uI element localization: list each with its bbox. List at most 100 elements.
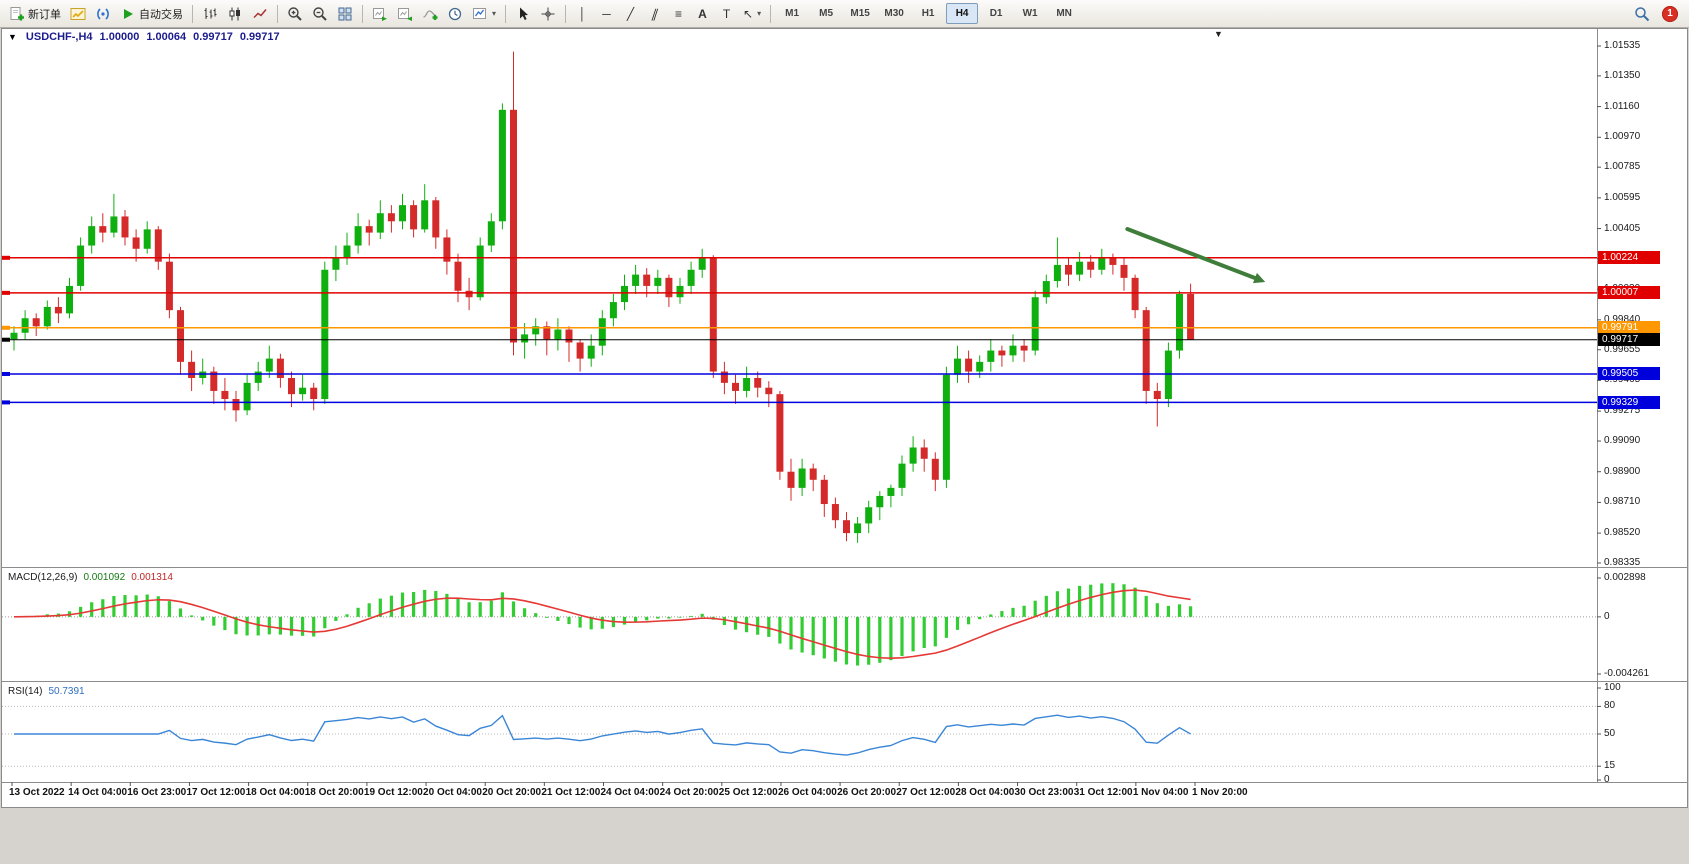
price-axis-label: 0.99655 <box>1604 343 1641 355</box>
price-tag-support-lower[interactable]: 0.99329 <box>1598 395 1660 409</box>
time-axis-label: 25 Oct 12:00 <box>718 787 778 798</box>
timeframe-group: M1 M5 M15 M30 H1 H4 D1 W1 MN <box>776 3 1080 24</box>
time-axis-label: 1 Nov 04:00 <box>1132 787 1189 798</box>
arrows-tool-button[interactable]: ↖ ▾ <box>739 3 765 25</box>
timeframe-w1-button[interactable]: W1 <box>1022 8 1038 19</box>
candle-body <box>621 285 628 303</box>
candle-body <box>1153 390 1161 400</box>
text-tool-button[interactable]: A <box>691 3 714 25</box>
candle-body <box>931 458 939 480</box>
timeframe-mn-button[interactable]: MN <box>1056 8 1072 19</box>
time-axis-label: 21 Oct 12:00 <box>541 787 601 798</box>
notification-badge[interactable]: 1 <box>1662 5 1678 22</box>
chart-button[interactable] <box>66 3 90 25</box>
candle-body <box>776 394 784 472</box>
candle-body <box>909 447 917 464</box>
hline-left-tag <box>2 337 10 342</box>
candle-body <box>698 258 706 270</box>
templates-button[interactable]: ▾ <box>468 3 500 25</box>
indicators-button[interactable] <box>418 3 442 25</box>
search-icon <box>1635 6 1650 21</box>
equidistant-channel-tool-button[interactable]: ∥ <box>643 3 666 25</box>
zoom-in-button[interactable] <box>283 3 307 25</box>
price-tag-resistance-upper[interactable]: 1.00224 <box>1598 251 1660 265</box>
vertical-line-icon: │ <box>578 6 587 21</box>
candle-body <box>709 258 717 372</box>
rsi-axis-label: 15 <box>1604 760 1616 772</box>
candle-body <box>1164 350 1172 400</box>
candle-body <box>665 277 673 298</box>
cursor-button[interactable] <box>511 3 535 25</box>
candle-body <box>365 226 373 233</box>
hline-left-tag <box>2 400 10 405</box>
candle-body <box>221 390 229 400</box>
dropdown-caret-icon: ▾ <box>492 9 497 18</box>
price-tag-support-upper[interactable]: 0.99505 <box>1598 367 1660 381</box>
candle-body <box>132 237 140 249</box>
price-tag-resistance-lower[interactable]: 1.00007 <box>1598 286 1660 300</box>
text-label-tool-button[interactable]: T <box>715 3 738 25</box>
timeframe-h1-button[interactable]: H1 <box>921 8 935 19</box>
candle-body <box>1176 293 1183 351</box>
candle-body <box>21 318 29 333</box>
vertical-line-tool-button[interactable]: │ <box>571 3 594 25</box>
equidistant-channel-icon: ∥ <box>649 6 660 21</box>
tile-windows-icon <box>338 7 352 20</box>
market-watch-button[interactable] <box>91 3 115 25</box>
candle-body <box>10 332 18 340</box>
price-tag-current-price[interactable]: 0.99717 <box>1598 333 1660 347</box>
trend-arrow-annotation[interactable] <box>1125 227 1257 281</box>
candle-body <box>1087 261 1095 270</box>
horizontal-line-icon: ─ <box>602 6 611 21</box>
candle-body <box>254 371 262 383</box>
toolbar-right-group: 1 <box>1630 3 1684 25</box>
price-axis-label: 0.98520 <box>1604 527 1641 539</box>
candlestick-mode-button[interactable] <box>223 3 247 25</box>
timeframe-m5-button[interactable]: M5 <box>819 8 834 19</box>
trendline-tool-button[interactable]: ╱ <box>619 3 642 25</box>
candle-body <box>809 468 817 480</box>
timeframe-m30-button[interactable]: M30 <box>884 8 904 19</box>
auto-scroll-icon <box>373 7 387 21</box>
candle-body <box>765 387 773 395</box>
one-click-trading-toggle[interactable]: ▼ <box>8 32 17 42</box>
candle-body <box>1009 345 1017 356</box>
candle-body <box>310 387 318 400</box>
candle-body <box>432 200 440 238</box>
fibonacci-tool-button[interactable]: ≡ <box>667 3 690 25</box>
line-chart-mode-button[interactable] <box>248 3 272 25</box>
timeframe-m15-button[interactable]: M15 <box>850 8 870 19</box>
price-axis-label: 1.01350 <box>1604 69 1641 81</box>
rsi-axis-label: 0 <box>1604 774 1610 785</box>
candle-body <box>288 378 295 395</box>
candle-body <box>510 109 517 343</box>
search-button[interactable] <box>1630 3 1654 25</box>
toolbar: 新订单 自动交易 ▾ <box>0 0 1689 28</box>
chart-shift-button[interactable] <box>393 3 417 25</box>
chart-shift-marker-icon[interactable]: ▼ <box>1214 29 1223 39</box>
candle-body <box>276 358 284 379</box>
candle-body <box>32 318 40 327</box>
tile-windows-button[interactable] <box>333 3 357 25</box>
auto-trading-button[interactable]: 自动交易 <box>116 3 187 25</box>
timeframe-d1-button[interactable]: D1 <box>989 8 1003 19</box>
candle-body <box>987 350 995 362</box>
candle-body <box>376 213 384 233</box>
auto-scroll-button[interactable] <box>368 3 392 25</box>
bar-chart-mode-button[interactable] <box>198 3 222 25</box>
chart-shift-icon <box>398 7 412 21</box>
price-tag-pivot-orange[interactable]: 0.99791 <box>1598 321 1660 335</box>
dropdown-caret-icon: ▾ <box>757 9 762 18</box>
timeframe-h4-button[interactable]: H4 <box>946 3 979 24</box>
candle-body <box>1053 264 1061 282</box>
periods-button[interactable] <box>443 3 467 25</box>
chart-canvas[interactable] <box>2 29 1687 807</box>
zoom-out-button[interactable] <box>308 3 332 25</box>
new-order-button[interactable]: 新订单 <box>5 3 65 25</box>
horizontal-line-tool-button[interactable]: ─ <box>595 3 618 25</box>
time-axis-label: 28 Oct 04:00 <box>955 787 1015 798</box>
crosshair-button[interactable] <box>536 3 560 25</box>
candle-body <box>887 487 895 496</box>
timeframe-m1-button[interactable]: M1 <box>785 8 800 19</box>
toolbar-separator <box>565 4 567 23</box>
